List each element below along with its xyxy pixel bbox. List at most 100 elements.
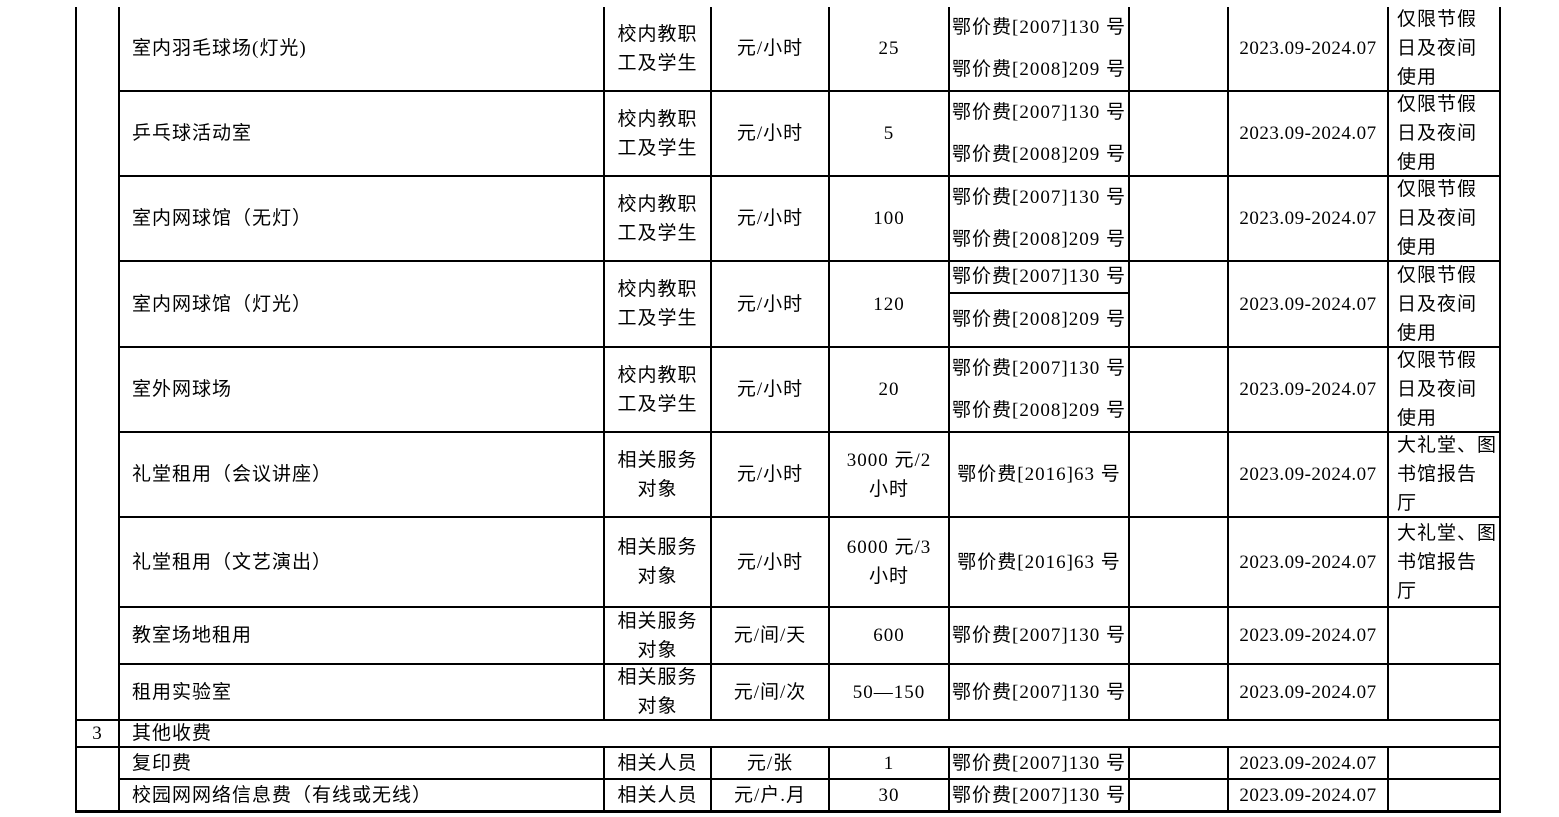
period-cell: 2023.09-2024.07	[1229, 92, 1389, 177]
blank-cell	[1130, 92, 1229, 177]
doc-line: 鄂价费[2008]209 号	[952, 228, 1126, 250]
unit-cell: 元/间/天	[712, 608, 830, 665]
note-cell: 仅限节假 日及夜间 使用	[1389, 92, 1499, 177]
target-cell: 相关人员	[605, 748, 712, 780]
blank-cell	[1130, 780, 1229, 810]
unit-cell: 元/户.月	[712, 780, 830, 810]
blank-cell	[1130, 518, 1229, 608]
item-cell: 租用实验室	[120, 665, 605, 721]
period-cell: 2023.09-2024.07	[1229, 348, 1389, 433]
unit-cell: 元/张	[712, 748, 830, 780]
period-cell: 2023.09-2024.07	[1229, 748, 1389, 780]
doc-line: 鄂价费[2008]209 号	[952, 399, 1126, 421]
target-cell: 相关服务 对象	[605, 518, 712, 608]
doc-basis-cell: 鄂价费[2016]63 号	[950, 518, 1130, 608]
note-cell: 大礼堂、图 书馆报告 厅	[1389, 518, 1499, 608]
price-cell: 6000 元/3 小时	[830, 518, 950, 608]
period-cell: 2023.09-2024.07	[1229, 262, 1389, 348]
target-cell: 校内教职 工及学生	[605, 262, 712, 348]
fee-schedule-table: 3 室内羽毛球场(灯光) 校内教职 工及学生 元/小时 25 鄂价费[2007]…	[75, 7, 1501, 813]
seq-cell-empty-top	[77, 7, 120, 721]
target-cell: 相关服务 对象	[605, 433, 712, 518]
doc-line: 鄂价费[2008]209 号	[952, 309, 1126, 331]
item-cell: 室内网球馆（灯光）	[120, 262, 605, 348]
unit-cell: 元/小时	[712, 92, 830, 177]
period-cell: 2023.09-2024.07	[1229, 433, 1389, 518]
blank-cell	[1130, 262, 1229, 348]
doc-basis-cell: 鄂价费[2007]130 号 鄂价费[2008]209 号	[950, 7, 1130, 92]
item-cell: 室外网球场	[120, 348, 605, 433]
price-cell: 1	[830, 748, 950, 780]
blank-cell	[1130, 177, 1229, 262]
note-cell: 大礼堂、图 书馆报告 厅	[1389, 433, 1499, 518]
doc-line: 鄂价费[2007]130 号	[952, 17, 1126, 39]
note-cell	[1389, 608, 1499, 665]
blank-cell	[1130, 433, 1229, 518]
doc-line: 鄂价费[2008]209 号	[952, 143, 1126, 165]
target-cell: 相关服务 对象	[605, 665, 712, 721]
price-cell: 30	[830, 780, 950, 810]
note-cell: 仅限节假 日及夜间 使用	[1389, 7, 1499, 92]
note-cell: 仅限节假 日及夜间 使用	[1389, 348, 1499, 433]
note-cell	[1389, 780, 1499, 810]
blank-cell	[1130, 7, 1229, 92]
item-cell: 复印费	[120, 748, 605, 780]
period-cell: 2023.09-2024.07	[1229, 518, 1389, 608]
blank-cell	[1130, 665, 1229, 721]
unit-cell: 元/小时	[712, 518, 830, 608]
price-cell: 3000 元/2 小时	[830, 433, 950, 518]
unit-cell: 元/小时	[712, 433, 830, 518]
doc-basis-cell: 鄂价费[2007]130 号 鄂价费[2008]209 号	[950, 262, 1130, 348]
doc-line: 鄂价费[2007]130 号	[952, 358, 1126, 380]
price-cell: 600	[830, 608, 950, 665]
item-cell: 礼堂租用（会议讲座）	[120, 433, 605, 518]
doc-basis-cell: 鄂价费[2016]63 号	[950, 433, 1130, 518]
seq-cell-empty-bottom	[77, 748, 120, 810]
target-cell: 校内教职 工及学生	[605, 348, 712, 433]
section-label: 其他收费	[120, 721, 1499, 748]
seq-cell-section: 3	[77, 721, 120, 748]
blank-cell	[1130, 608, 1229, 665]
doc-basis-cell: 鄂价费[2007]130 号	[950, 748, 1130, 780]
item-cell: 室内羽毛球场(灯光)	[120, 7, 605, 92]
doc-basis-cell: 鄂价费[2007]130 号	[950, 665, 1130, 721]
unit-cell: 元/小时	[712, 177, 830, 262]
item-cell: 礼堂租用（文艺演出）	[120, 518, 605, 608]
blank-cell	[1130, 348, 1229, 433]
blank-cell	[1130, 748, 1229, 780]
doc-basis-cell: 鄂价费[2007]130 号	[950, 780, 1130, 810]
note-cell	[1389, 748, 1499, 780]
price-cell: 20	[830, 348, 950, 433]
price-cell: 50—150	[830, 665, 950, 721]
unit-cell: 元/小时	[712, 262, 830, 348]
target-cell: 相关人员	[605, 780, 712, 810]
note-cell: 仅限节假 日及夜间 使用	[1389, 177, 1499, 262]
doc-line: 鄂价费[2007]130 号	[952, 102, 1126, 124]
price-cell: 100	[830, 177, 950, 262]
period-cell: 2023.09-2024.07	[1229, 608, 1389, 665]
item-cell: 室内网球馆（无灯）	[120, 177, 605, 262]
price-cell: 25	[830, 7, 950, 92]
item-cell: 教室场地租用	[120, 608, 605, 665]
unit-cell: 元/间/次	[712, 665, 830, 721]
note-cell	[1389, 665, 1499, 721]
note-cell: 仅限节假 日及夜间 使用	[1389, 262, 1499, 348]
doc-line: 鄂价费[2007]130 号	[950, 262, 1128, 294]
period-cell: 2023.09-2024.07	[1229, 177, 1389, 262]
price-cell: 5	[830, 92, 950, 177]
target-cell: 相关服务 对象	[605, 608, 712, 665]
item-cell: 校园网网络信息费（有线或无线）	[120, 780, 605, 810]
doc-basis-cell: 鄂价费[2007]130 号	[950, 608, 1130, 665]
doc-basis-cell: 鄂价费[2007]130 号 鄂价费[2008]209 号	[950, 348, 1130, 433]
doc-basis-cell: 鄂价费[2007]130 号 鄂价费[2008]209 号	[950, 92, 1130, 177]
period-cell: 2023.09-2024.07	[1229, 7, 1389, 92]
doc-basis-cell: 鄂价费[2007]130 号 鄂价费[2008]209 号	[950, 177, 1130, 262]
period-cell: 2023.09-2024.07	[1229, 780, 1389, 810]
item-cell: 乒乓球活动室	[120, 92, 605, 177]
unit-cell: 元/小时	[712, 7, 830, 92]
unit-cell: 元/小时	[712, 348, 830, 433]
target-cell: 校内教职 工及学生	[605, 177, 712, 262]
period-cell: 2023.09-2024.07	[1229, 665, 1389, 721]
doc-line: 鄂价费[2008]209 号	[952, 58, 1126, 80]
doc-line: 鄂价费[2007]130 号	[952, 187, 1126, 209]
